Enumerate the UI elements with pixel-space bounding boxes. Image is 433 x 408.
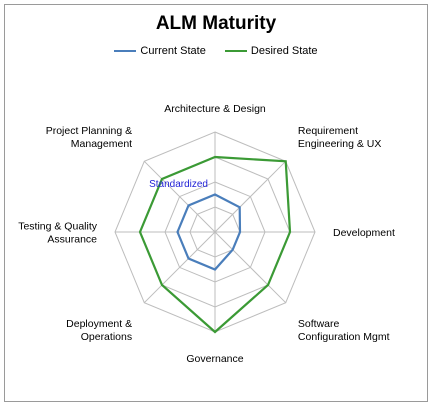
axis-label-6: Deployment & Operations — [66, 318, 132, 343]
axis-label-6-line-2: Operations — [81, 331, 132, 343]
axis-spoke-6 — [143, 231, 216, 304]
axis-label-8: Project Planning & Management — [46, 125, 132, 150]
axis-label-5: Governance — [186, 353, 243, 365]
legend-label-desired: Desired State — [250, 45, 318, 57]
chart-frame: ALM Maturity Current State Desired State… — [4, 4, 428, 402]
axis-label-2-line-1: Requirement — [298, 125, 358, 137]
axis-label-2-line-2: Engineering & UX — [298, 138, 381, 150]
legend-label-current: Current State — [140, 45, 206, 57]
axis-label-7: Testing & Quality Assurance — [18, 221, 98, 246]
axis-label-1: Architecture & Design — [164, 103, 266, 115]
axis-spoke-4 — [214, 231, 287, 304]
axis-label-6-line-1: Deployment & — [66, 318, 132, 330]
chart-legend: Current State Desired State — [5, 45, 427, 57]
axis-label-1-line-1: Architecture & Design — [164, 103, 266, 115]
axis-spoke-2 — [214, 160, 287, 233]
axis-label-8-line-1: Project Planning & — [46, 125, 132, 137]
axis-label-4: Software Configuration Mgmt — [298, 318, 390, 343]
radar-chart: Standardized Architecture & Design Require… — [18, 103, 395, 365]
legend-item-desired: Desired State — [224, 45, 318, 57]
level-label-standardized: Standardized — [149, 179, 208, 190]
axis-label-4-line-1: Software — [298, 318, 340, 330]
legend-item-current: Current State — [114, 45, 206, 57]
axis-spoke-8 — [143, 160, 216, 233]
legend-swatch-desired — [224, 50, 247, 53]
legend-swatch-current — [114, 50, 137, 53]
axis-label-5-line-1: Governance — [186, 353, 243, 365]
axis-label-4-line-2: Configuration Mgmt — [298, 331, 390, 343]
axis-label-3-line-1: Development — [333, 227, 395, 239]
axis-label-8-line-2: Management — [71, 138, 132, 150]
axis-label-2: Requirement Engineering & UX — [298, 125, 381, 150]
chart-title: ALM Maturity — [155, 13, 277, 34]
axis-label-3: Development — [333, 227, 395, 239]
axis-label-7-line-1: Testing & Quality — [18, 221, 98, 233]
axis-label-7-line-2: Assurance — [47, 234, 97, 246]
